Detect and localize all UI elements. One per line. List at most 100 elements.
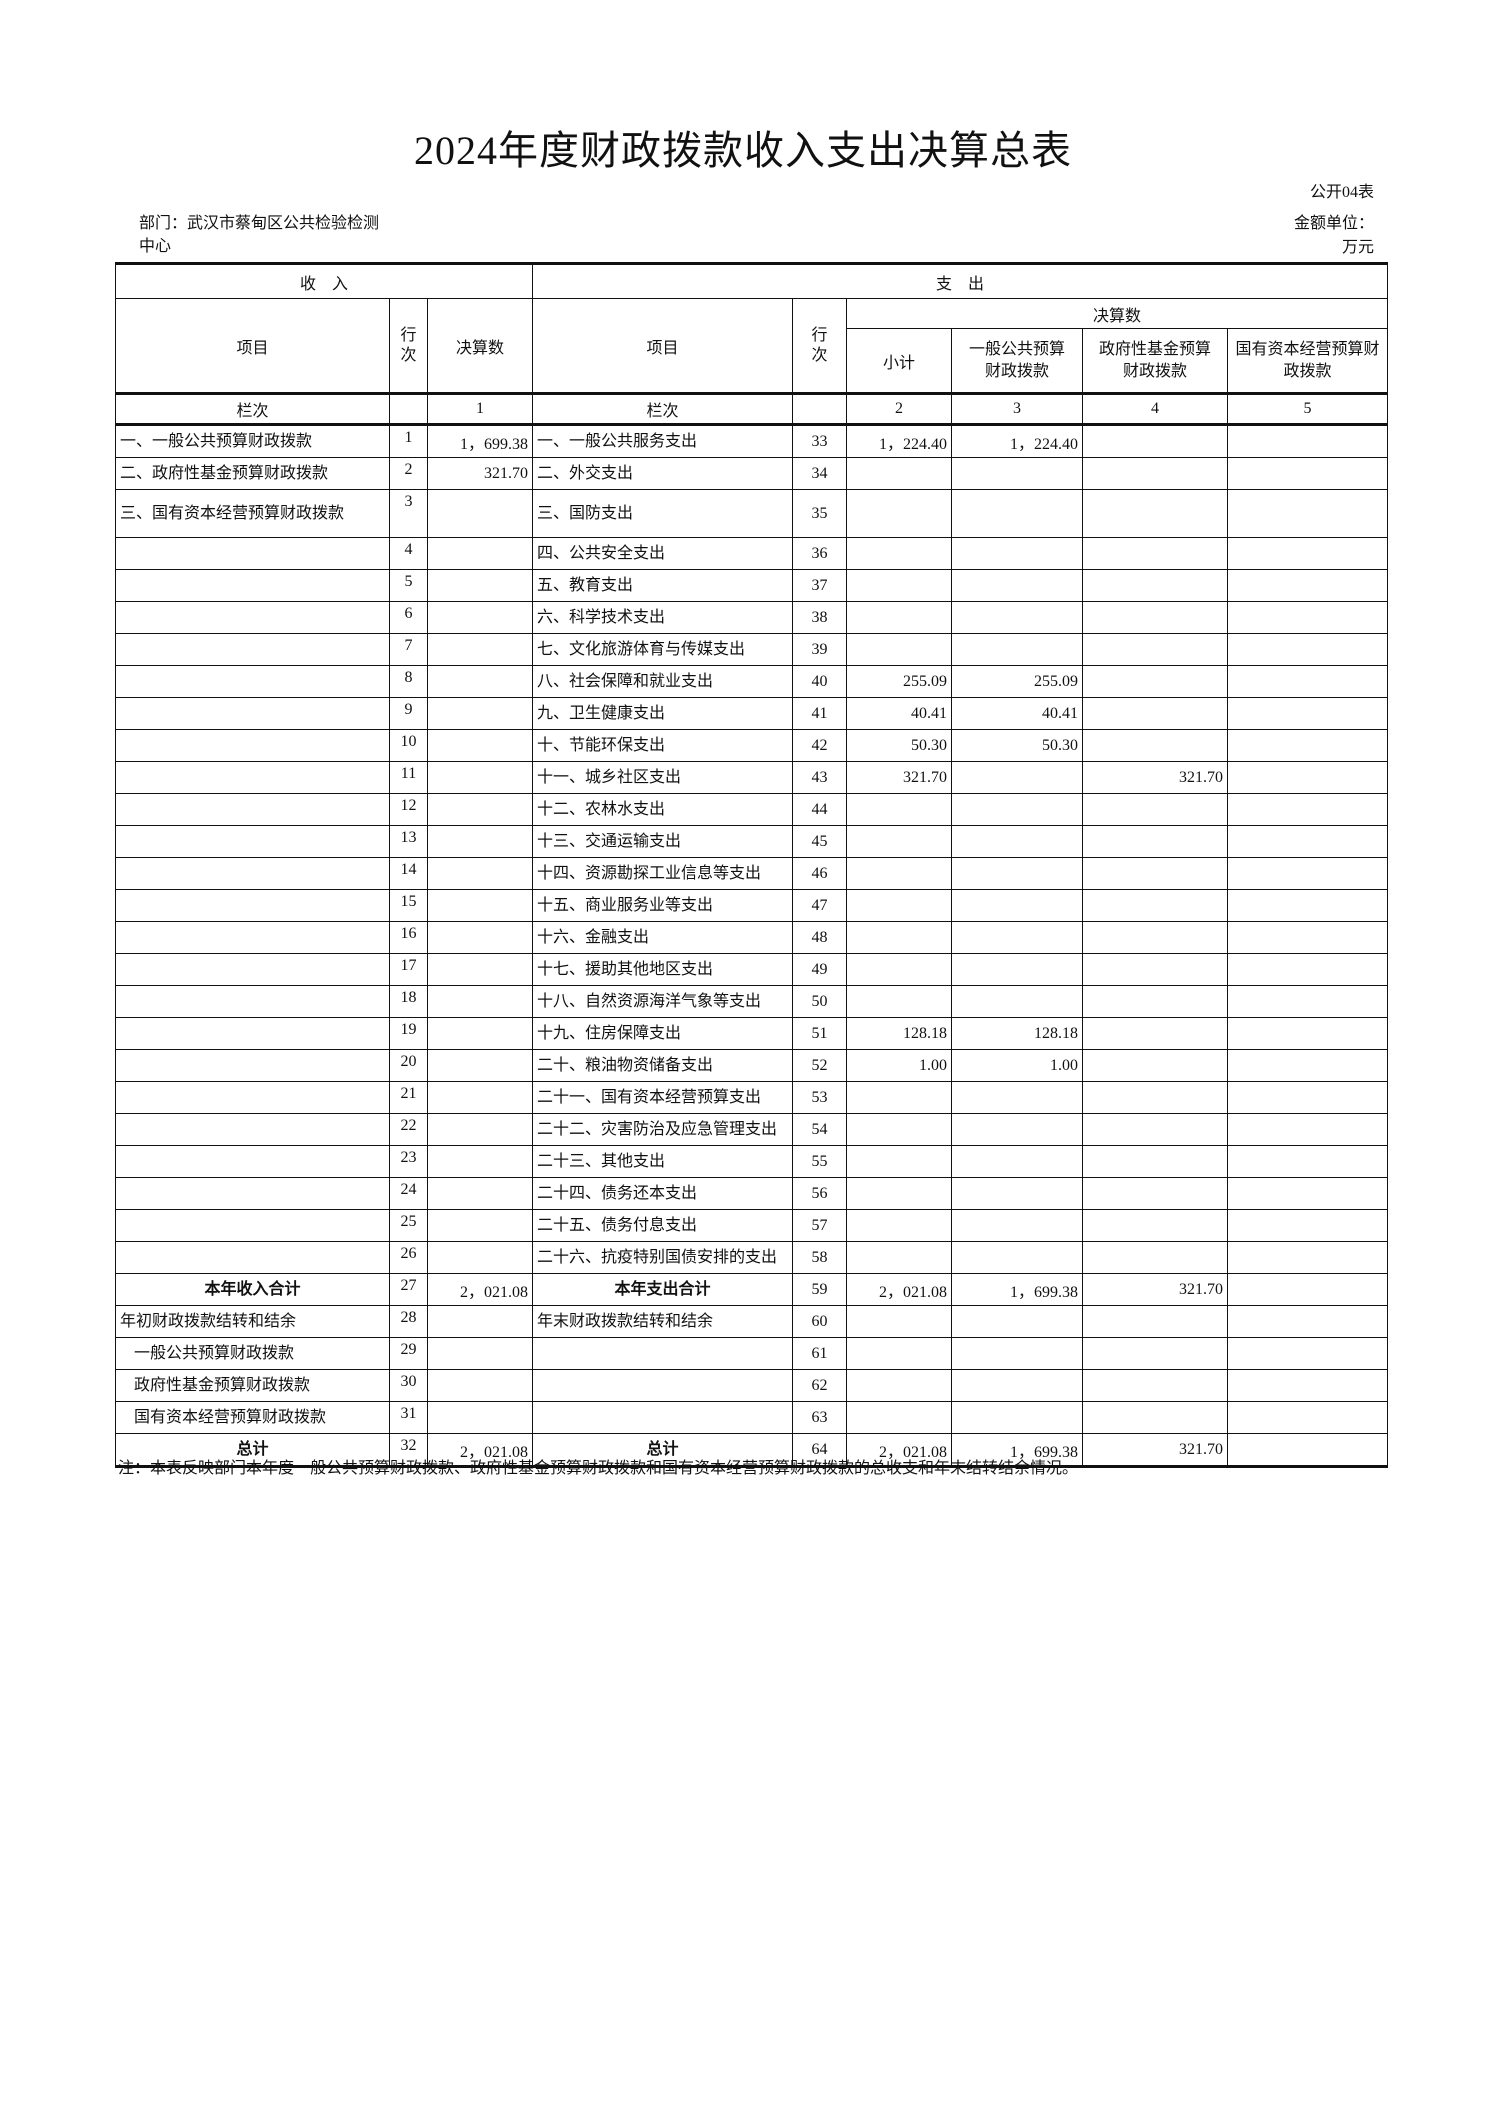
- expense-subtotal: [846, 1401, 952, 1434]
- expense-subtotal-text: 2，021.08: [878, 1283, 947, 1301]
- income-amount: [427, 761, 533, 794]
- expense-general-budget: 1，224.40: [951, 423, 1083, 458]
- department-label: 部门：武汉市蔡甸区公共检验检测: [139, 215, 380, 232]
- income-item: [115, 1145, 390, 1178]
- expense-line-no: 59: [792, 1273, 847, 1306]
- expense-line-no: 52: [792, 1049, 847, 1082]
- income-line-no: 9: [389, 697, 428, 730]
- expense-general-budget: 1.00: [951, 1049, 1083, 1082]
- expense-gov-fund: [1082, 1241, 1228, 1274]
- income-item-text: 年初财政拨款结转和结余: [120, 1312, 297, 1330]
- expense-line-no: 57: [792, 1209, 847, 1242]
- expense-state-capital: [1227, 889, 1388, 922]
- income-item: [115, 697, 390, 730]
- expense-general-budget: [951, 489, 1083, 538]
- income-item-text: 一般公共预算财政拨款: [134, 1344, 295, 1362]
- expense-line-no-text: 60: [811, 1312, 828, 1330]
- income-amount: 1，699.38: [427, 423, 533, 458]
- expense-line-no-text: 53: [811, 1088, 828, 1106]
- income-line-no: 29: [389, 1337, 428, 1370]
- income-line-no-text: 15: [400, 893, 417, 910]
- income-item: [115, 1049, 390, 1082]
- expense-subtotal: [846, 1241, 952, 1274]
- income-amount: [427, 825, 533, 858]
- income-item: 总计: [115, 1433, 390, 1468]
- expense-general-budget: [951, 1209, 1083, 1242]
- expense-line-no-text: 57: [811, 1216, 828, 1234]
- expense-general-budget-text: 1，699.38: [1009, 1283, 1078, 1301]
- income-amount: [427, 633, 533, 666]
- expense-line-no: 33: [792, 423, 847, 458]
- expense-general-budget: [951, 953, 1083, 986]
- expense-item: 二十四、债务还本支出: [532, 1177, 793, 1210]
- income-item: [115, 857, 390, 890]
- income-line-no: 24: [389, 1177, 428, 1210]
- income-line-no-text: 13: [400, 829, 417, 846]
- expense-general-budget: [951, 1305, 1083, 1338]
- expense-general-budget: 255.09: [951, 665, 1083, 698]
- expense-item: 二、外交支出: [532, 457, 793, 490]
- income-line-no: 23: [389, 1145, 428, 1178]
- table-row: 25 二十五、债务付息支出 57: [115, 1209, 1388, 1242]
- income-amount: [427, 1145, 533, 1178]
- table-row: 16 十六、金融支出 48: [115, 921, 1388, 954]
- income-item: [115, 1017, 390, 1050]
- expense-line-no-text: 55: [811, 1152, 828, 1170]
- expense-line-no-text: 40: [811, 672, 828, 690]
- expense-gov-fund: [1082, 1369, 1228, 1402]
- income-amount: 2，021.08: [427, 1273, 533, 1306]
- income-line-no-text: 12: [400, 797, 417, 814]
- table-row: 8 八、社会保障和就业支出 40 255.09 255.09: [115, 665, 1388, 698]
- income-amount: [427, 793, 533, 826]
- income-amount: [427, 1081, 533, 1114]
- expense-item-text: 本年支出合计: [614, 1280, 711, 1298]
- expense-item: 一、一般公共服务支出: [532, 423, 793, 458]
- income-line-no: 5: [389, 569, 428, 602]
- income-amount: [427, 953, 533, 986]
- expense-line-no: 37: [792, 569, 847, 602]
- expense-item-text: 七、文化旅游体育与传媒支出: [537, 640, 746, 658]
- income-line-no-text: 20: [400, 1053, 417, 1070]
- expense-subtotal: [846, 569, 952, 602]
- expense-subtotal: [846, 1081, 952, 1114]
- expense-state-capital: [1227, 1017, 1388, 1050]
- income-amount: 321.70: [427, 457, 533, 490]
- expense-state-capital: [1227, 921, 1388, 954]
- expense-subtotal: [846, 953, 952, 986]
- expense-subtotal: [846, 601, 952, 634]
- expense-subtotal: [846, 889, 952, 922]
- expense-line-no-text: 62: [811, 1376, 828, 1394]
- expense-gov-fund: 321.70: [1082, 761, 1228, 794]
- income-item: 一般公共预算财政拨款: [115, 1337, 390, 1370]
- expense-subtotal: [846, 1369, 952, 1402]
- expense-line-no: 45: [792, 825, 847, 858]
- income-line-no: 17: [389, 953, 428, 986]
- expense-state-capital: [1227, 537, 1388, 570]
- expense-subtotal: [846, 1209, 952, 1242]
- income-item: 三、国有资本经营预算财政拨款: [115, 489, 390, 538]
- expense-line-no: 51: [792, 1017, 847, 1050]
- expense-line-no-text: 52: [811, 1056, 828, 1074]
- expense-item-text: 二十六、抗疫特别国债安排的支出: [537, 1248, 778, 1266]
- expense-state-capital: [1227, 985, 1388, 1018]
- expense-subtotal-text: 50.30: [911, 736, 947, 754]
- table-row: 15 十五、商业服务业等支出 47: [115, 889, 1388, 922]
- expense-state-capital: [1227, 633, 1388, 666]
- income-line-no: 4: [389, 537, 428, 570]
- table-row: 二、政府性基金预算财政拨款 2 321.70 二、外交支出 34: [115, 457, 1388, 490]
- expense-general-budget: 1，699.38: [951, 1273, 1083, 1306]
- expense-state-capital: [1227, 1081, 1388, 1114]
- expense-subtotal: 321.70: [846, 761, 952, 794]
- expense-item: 十三、交通运输支出: [532, 825, 793, 858]
- income-amount: [427, 569, 533, 602]
- income-amount: [427, 1017, 533, 1050]
- income-item: 国有资本经营预算财政拨款: [115, 1401, 390, 1434]
- expense-subtotal: 50.30: [846, 729, 952, 762]
- income-line-no: 2: [389, 457, 428, 490]
- expense-item: [532, 1337, 793, 1370]
- expense-line-no-text: 54: [811, 1120, 828, 1138]
- expense-state-capital: [1227, 1209, 1388, 1242]
- expense-subtotal: [846, 1145, 952, 1178]
- expense-line-no: 50: [792, 985, 847, 1018]
- expense-gov-fund: [1082, 1337, 1228, 1370]
